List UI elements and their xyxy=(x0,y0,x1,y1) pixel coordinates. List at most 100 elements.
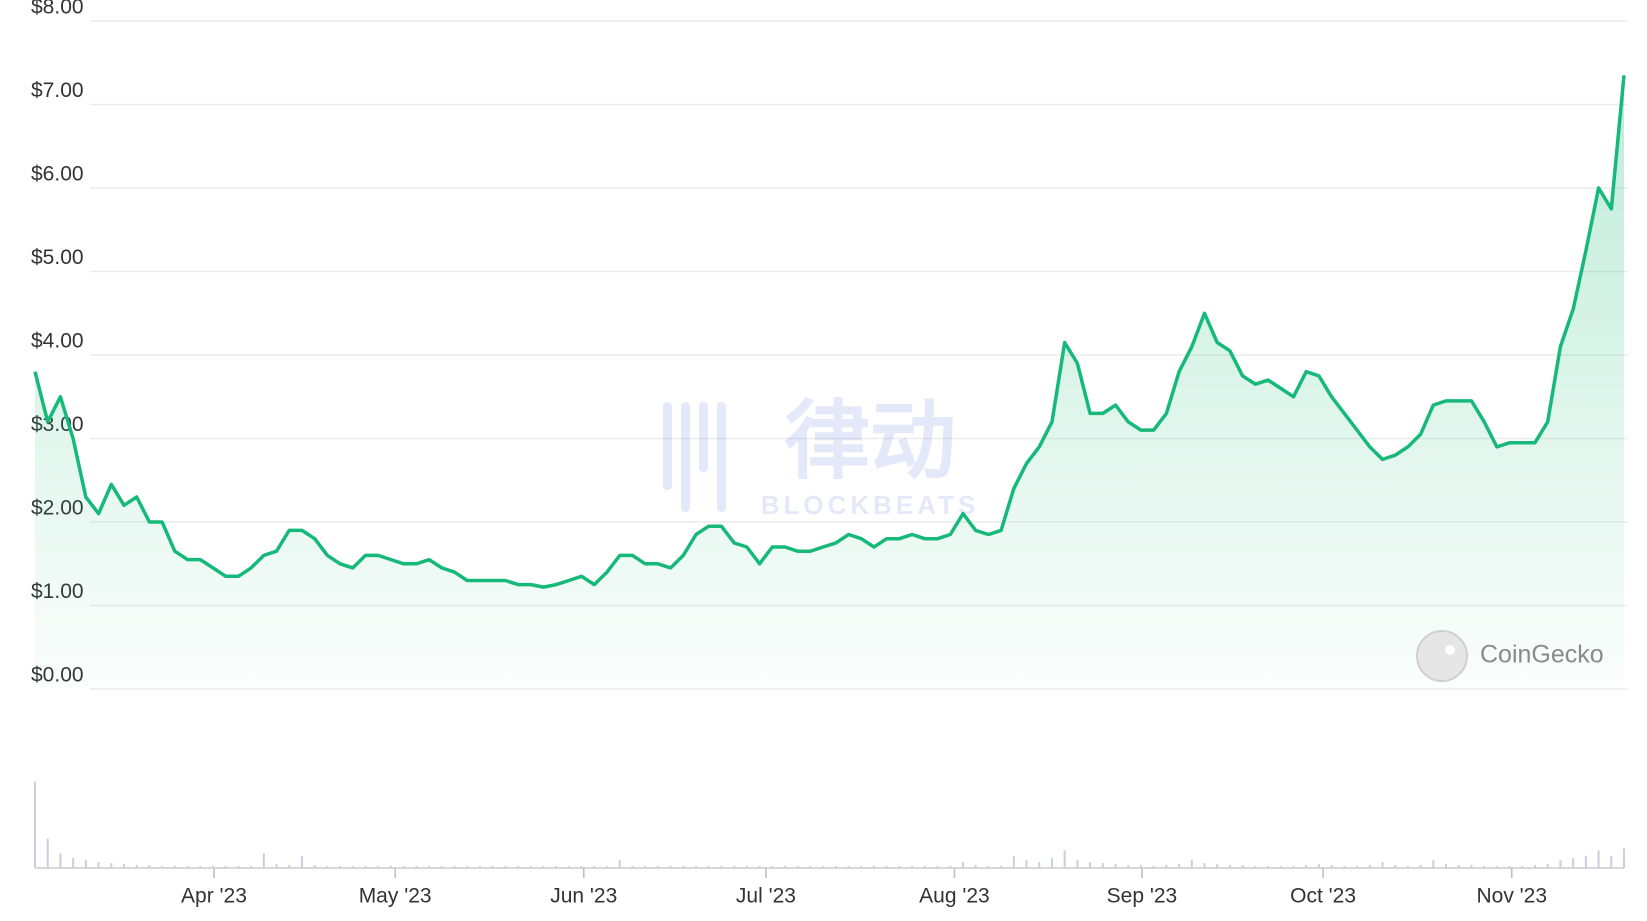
volume-bar xyxy=(415,866,418,868)
volume-bar xyxy=(644,866,647,868)
volume-bar xyxy=(211,866,214,868)
volume-bar xyxy=(1076,860,1079,868)
volume-bar xyxy=(377,866,380,868)
volume-bar xyxy=(1546,864,1549,868)
volume-bar xyxy=(1178,864,1181,868)
volume-bar xyxy=(822,866,825,868)
plot: $0.00$1.00$2.00$3.00$4.00$5.00$6.00$7.00… xyxy=(31,0,1628,908)
volume-bar xyxy=(1495,866,1498,868)
volume-bar xyxy=(796,866,799,868)
volume-bar xyxy=(898,866,901,868)
volume-bar xyxy=(745,866,748,868)
volume-bar xyxy=(326,866,329,868)
volume-bar xyxy=(580,866,583,868)
volume-bar xyxy=(974,865,977,868)
y-tick-label: $5.00 xyxy=(31,246,84,269)
volume-bar xyxy=(949,866,952,868)
volume-bar xyxy=(1559,860,1562,868)
y-tick-label: $8.00 xyxy=(31,0,84,19)
volume-bar xyxy=(911,866,914,868)
volume-bar xyxy=(46,838,49,868)
volume-bar xyxy=(1305,865,1308,868)
volume-bar xyxy=(440,866,443,868)
brand-logo: CoinGecko xyxy=(1416,630,1604,682)
volume-bar xyxy=(1419,865,1422,868)
volume-bar xyxy=(529,866,532,868)
watermark-sub: BLOCKBEATS xyxy=(761,490,980,520)
x-tick-label: Jun '23 xyxy=(550,885,617,908)
volume-bar xyxy=(720,866,723,868)
volume-bar xyxy=(847,866,850,868)
volume-bar xyxy=(300,856,303,868)
volume-bar xyxy=(1368,865,1371,868)
x-tick-label: Aug '23 xyxy=(919,885,990,908)
volume-bar xyxy=(517,866,520,868)
brand-text: CoinGecko xyxy=(1480,641,1604,669)
volume-bar xyxy=(351,866,354,868)
volume-bar xyxy=(1381,862,1384,868)
volume-bar xyxy=(453,866,456,868)
volume-bar xyxy=(606,866,609,868)
volume-bar xyxy=(84,860,87,868)
y-tick-label: $7.00 xyxy=(31,79,84,102)
volume-bar xyxy=(1000,866,1003,868)
volume-bar xyxy=(339,866,342,868)
volume-bar xyxy=(707,866,710,868)
volume-bar xyxy=(809,866,812,868)
volume-bar xyxy=(1127,865,1130,868)
volume-bar xyxy=(97,862,100,868)
watermark: 律动 BLOCKBEATS xyxy=(663,394,980,520)
volume-bar xyxy=(733,866,736,868)
volume-bar xyxy=(1152,866,1155,868)
volume-bar xyxy=(1597,850,1600,868)
volume-bar xyxy=(567,866,570,868)
x-tick-label: Oct '23 xyxy=(1290,885,1356,908)
volume-bar xyxy=(1228,865,1231,868)
volume-bar xyxy=(885,866,888,868)
volume-bar xyxy=(1050,858,1053,868)
volume-bar xyxy=(161,866,164,868)
volume-bar xyxy=(122,864,125,868)
volume-bar xyxy=(275,864,278,868)
volume-bar xyxy=(224,866,227,868)
volume-bar xyxy=(1406,866,1409,868)
volume-bar xyxy=(1063,850,1066,868)
volume-bar xyxy=(148,865,151,868)
x-tick-label: Nov '23 xyxy=(1476,885,1547,908)
volume-bar xyxy=(695,866,698,868)
x-tick-label: Sep '23 xyxy=(1107,885,1178,908)
volume-bar xyxy=(1279,866,1282,868)
volume-bar xyxy=(199,866,202,868)
volume-bar xyxy=(1317,864,1320,868)
volume-bar xyxy=(987,866,990,868)
volume-bar xyxy=(1432,860,1435,868)
volume-bar xyxy=(1241,865,1244,868)
volume-bar xyxy=(402,866,405,868)
volume-bar xyxy=(1114,864,1117,868)
volume-bar xyxy=(1038,862,1041,868)
volume-bar xyxy=(1025,860,1028,868)
volume-bar xyxy=(1089,862,1092,868)
volume-bar xyxy=(1012,856,1015,868)
volume-bar xyxy=(72,858,75,868)
volume-bar xyxy=(1165,865,1168,868)
volume-bar xyxy=(1101,863,1104,868)
volume-bar xyxy=(618,860,621,868)
volume-bar xyxy=(1457,865,1460,868)
volume-bar xyxy=(1470,865,1473,868)
volume-bar xyxy=(682,866,685,868)
x-tick-label: May '23 xyxy=(359,885,432,908)
price-area xyxy=(35,75,1624,690)
volume-bar xyxy=(1203,863,1206,868)
volume-bar xyxy=(936,866,939,868)
volume-bar xyxy=(34,781,36,868)
price-line xyxy=(33,75,1626,589)
volume-bar xyxy=(389,866,392,868)
volume-bar xyxy=(1445,864,1448,868)
volume-bar xyxy=(173,866,176,868)
volume-bar xyxy=(135,865,138,868)
volume-bar xyxy=(1343,866,1346,868)
volume-bar xyxy=(1394,865,1397,868)
volume-bar xyxy=(1521,866,1524,868)
